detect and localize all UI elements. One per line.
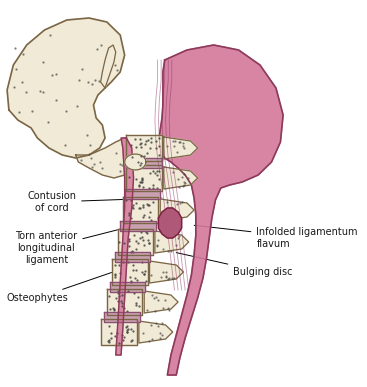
Text: Contusion
of cord: Contusion of cord [27,191,162,213]
Polygon shape [159,208,182,238]
Polygon shape [159,45,283,375]
Polygon shape [102,319,137,345]
Polygon shape [116,138,134,355]
Polygon shape [107,289,142,315]
Polygon shape [104,312,140,322]
Text: Torn anterior
longitudinal
ligament: Torn anterior longitudinal ligament [15,229,122,265]
Polygon shape [126,135,162,161]
Polygon shape [144,291,178,313]
Polygon shape [117,229,153,255]
Polygon shape [164,167,198,189]
Polygon shape [7,18,125,158]
Polygon shape [125,154,146,170]
Text: Bulging disc: Bulging disc [176,253,293,277]
Polygon shape [101,45,116,88]
Polygon shape [112,259,148,285]
Text: Infolded ligamentum
flavum: Infolded ligamentum flavum [194,225,358,249]
Polygon shape [160,199,194,221]
Polygon shape [139,321,173,343]
Polygon shape [164,137,198,159]
Polygon shape [126,158,162,168]
Polygon shape [115,252,150,262]
Polygon shape [109,282,145,292]
Polygon shape [123,197,159,223]
Polygon shape [120,221,156,231]
Polygon shape [126,165,162,191]
Polygon shape [150,261,184,283]
Polygon shape [125,189,160,199]
Polygon shape [155,231,189,253]
Text: Osteophytes: Osteophytes [7,269,122,303]
Polygon shape [76,138,135,178]
